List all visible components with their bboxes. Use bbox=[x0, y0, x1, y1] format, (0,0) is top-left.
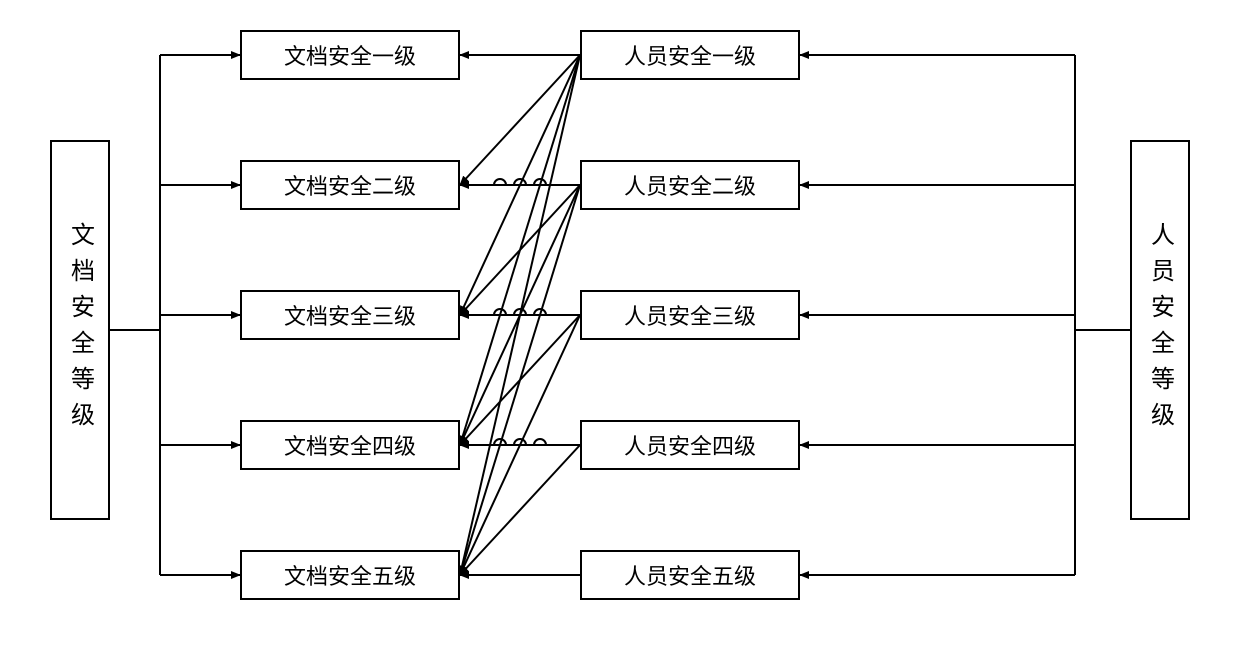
doc-level-4-node: 文档安全四级 bbox=[240, 420, 460, 470]
doc-level-2-label: 文档安全二级 bbox=[284, 169, 416, 201]
doc-level-3-node: 文档安全三级 bbox=[240, 290, 460, 340]
doc-level-1-node: 文档安全一级 bbox=[240, 30, 460, 80]
doc-level-4-label: 文档安全四级 bbox=[284, 429, 416, 461]
person-level-2-label: 人员安全二级 bbox=[624, 169, 756, 201]
person-security-level-text: 人员安全等级 bbox=[1143, 222, 1178, 438]
doc-level-2-node: 文档安全二级 bbox=[240, 160, 460, 210]
person-level-4-node: 人员安全四级 bbox=[580, 420, 800, 470]
person-level-3-label: 人员安全三级 bbox=[624, 299, 756, 331]
doc-level-5-node: 文档安全五级 bbox=[240, 550, 460, 600]
doc-security-level-text: 文档安全等级 bbox=[63, 222, 98, 438]
doc-level-1-label: 文档安全一级 bbox=[284, 39, 416, 71]
doc-level-5-label: 文档安全五级 bbox=[284, 559, 416, 591]
person-security-level-label: 人员安全等级 bbox=[1130, 140, 1190, 520]
person-level-3-node: 人员安全三级 bbox=[580, 290, 800, 340]
person-level-1-label: 人员安全一级 bbox=[624, 39, 756, 71]
person-level-5-node: 人员安全五级 bbox=[580, 550, 800, 600]
person-level-1-node: 人员安全一级 bbox=[580, 30, 800, 80]
person-level-5-label: 人员安全五级 bbox=[624, 559, 756, 591]
doc-security-level-label: 文档安全等级 bbox=[50, 140, 110, 520]
person-level-4-label: 人员安全四级 bbox=[624, 429, 756, 461]
person-level-2-node: 人员安全二级 bbox=[580, 160, 800, 210]
doc-level-3-label: 文档安全三级 bbox=[284, 299, 416, 331]
diagram-container: 文档安全等级 人员安全等级 文档安全一级 文档安全二级 文档安全三级 文档安全四… bbox=[0, 0, 1240, 648]
